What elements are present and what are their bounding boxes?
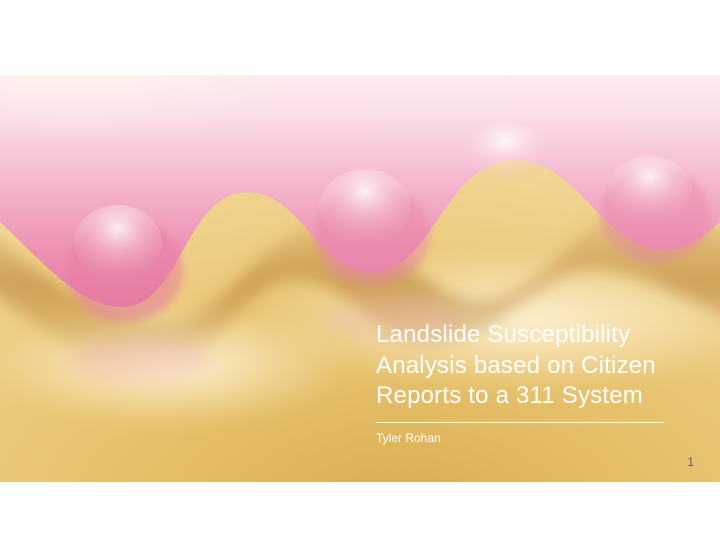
title-block: Landslide Susceptibility Analysis based … [376,320,696,445]
slide-author: Tyler Rohan [376,431,696,445]
slide: Landslide Susceptibility Analysis based … [0,0,720,557]
title-divider [376,422,664,423]
slide-title: Landslide Susceptibility Analysis based … [376,320,696,412]
page-number: 1 [687,455,694,469]
